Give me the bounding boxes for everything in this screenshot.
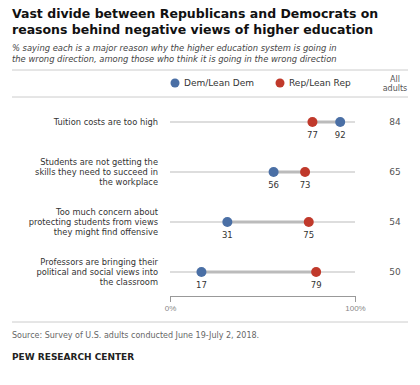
- category-label-line: the classroom: [100, 277, 158, 287]
- subtitle-line: the wrong direction, among those who thi…: [12, 54, 337, 64]
- column-header: Alladults: [383, 75, 408, 93]
- category-label-line: skills they need to succeed in: [35, 167, 158, 177]
- gap-connector: [201, 271, 316, 274]
- divider: [12, 97, 408, 98]
- chart: Vast divide between Republicans and Demo…: [0, 0, 420, 385]
- x-axis: 0% 100%: [165, 296, 366, 313]
- dot: [311, 267, 321, 277]
- category-label: Tuition costs are too high: [53, 117, 158, 127]
- category-label-line: Students are not getting the: [40, 157, 158, 167]
- legend-swatch: [171, 79, 180, 88]
- column-value: 50: [389, 267, 401, 277]
- data-label: 31: [222, 230, 233, 240]
- data-label: 75: [303, 230, 314, 240]
- category-label-line: political and social views into: [36, 267, 158, 277]
- data-label: 56: [268, 180, 279, 190]
- data-label: 92: [335, 130, 346, 140]
- data-label: 77: [307, 130, 318, 140]
- divider: [12, 322, 408, 323]
- data-label: 73: [300, 180, 311, 190]
- data-labels: 92 56 31 17 77 73 75 79: [196, 130, 346, 290]
- legend-label: Dem/Lean Dem: [184, 78, 254, 88]
- x-tick-mark: [170, 296, 171, 302]
- category-label: Professors are bringing theirpolitical a…: [36, 257, 158, 287]
- data-label: 17: [196, 280, 207, 290]
- column-header-line: adults: [383, 84, 408, 93]
- dot: [304, 217, 314, 227]
- x-axis-line: [171, 296, 356, 297]
- legend-label: Rep/Lean Rep: [289, 78, 351, 88]
- column-header-line: All: [390, 75, 400, 84]
- column-value: 54: [389, 217, 401, 227]
- row-track: [170, 122, 355, 123]
- column-value: 84: [389, 117, 401, 127]
- dot: [335, 117, 345, 127]
- x-tick-label: 100%: [345, 304, 365, 313]
- column-value: 65: [389, 167, 400, 177]
- category-label: Students are not getting theskills they …: [35, 157, 158, 187]
- subtitle: % saying each is a major reason why the …: [12, 43, 337, 64]
- category-label-line: Tuition costs are too high: [53, 117, 158, 127]
- x-tick-label: 0%: [165, 304, 177, 313]
- row-track: [170, 172, 355, 173]
- subtitle-line: % saying each is a major reason why the …: [12, 43, 337, 53]
- category-label-line: Too much concern about: [55, 207, 159, 217]
- dot: [300, 167, 310, 177]
- plot-marks: [170, 117, 355, 277]
- dot: [196, 267, 206, 277]
- category-label-line: they might find offensive: [54, 227, 158, 237]
- title: Vast divide between Republicans and Demo…: [12, 6, 378, 37]
- category-label: Too much concern aboutprotecting student…: [29, 207, 159, 237]
- footer: PEW RESEARCH CENTER: [12, 352, 134, 362]
- row-track: [170, 222, 355, 223]
- category-label-line: the workplace: [99, 177, 158, 187]
- source: Source: Survey of U.S. adults conducted …: [12, 331, 259, 340]
- data-label: 79: [311, 280, 322, 290]
- legend-item: Dem/Lean Dem: [171, 78, 254, 88]
- legend-swatch: [276, 79, 285, 88]
- x-tick-mark: [355, 296, 356, 302]
- x-tick: 100%: [345, 296, 365, 313]
- x-tick: 0%: [165, 296, 177, 313]
- title-line: Vast divide between Republicans and Demo…: [12, 6, 378, 21]
- legend-item: Rep/Lean Rep: [276, 78, 351, 88]
- divider: [12, 70, 408, 71]
- gap-connector: [227, 221, 308, 224]
- dot: [307, 117, 317, 127]
- dot: [269, 167, 279, 177]
- category-label-line: protecting students from views: [29, 217, 158, 227]
- dot: [222, 217, 232, 227]
- category-label-line: Professors are bringing their: [40, 257, 158, 267]
- title-line: reasons behind negative views of higher …: [12, 22, 373, 37]
